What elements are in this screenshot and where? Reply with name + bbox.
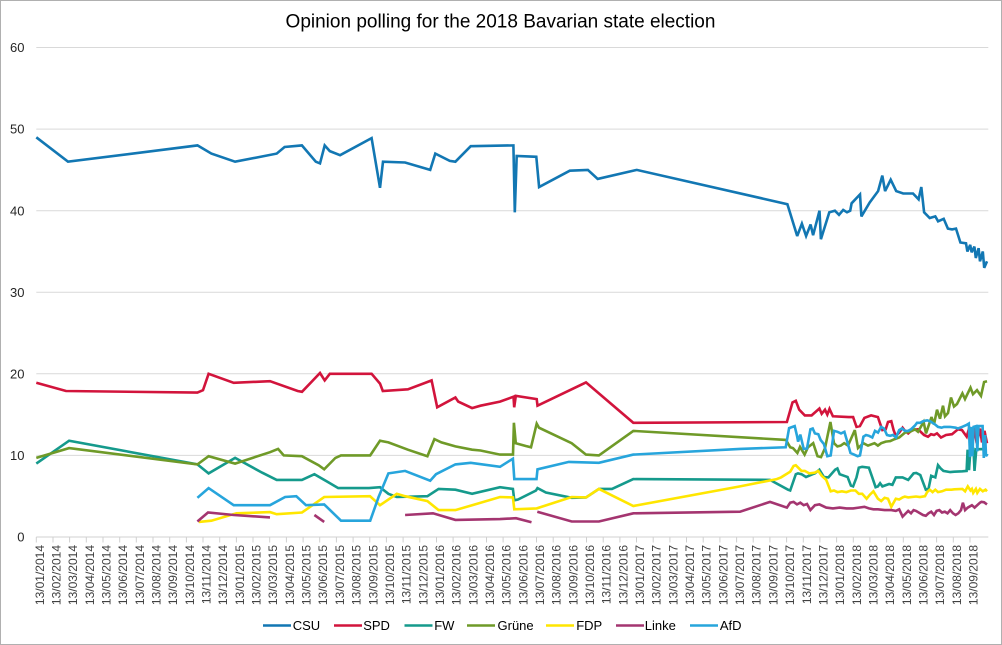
svg-text:SPD: SPD: [363, 618, 390, 633]
svg-text:13/03/2018: 13/03/2018: [866, 545, 880, 605]
svg-text:13/08/2015: 13/08/2015: [350, 545, 364, 605]
svg-text:13/10/2014: 13/10/2014: [183, 545, 197, 605]
svg-text:13/01/2017: 13/01/2017: [633, 545, 647, 605]
svg-text:13/03/2014: 13/03/2014: [66, 545, 80, 605]
svg-text:13/10/2016: 13/10/2016: [583, 545, 597, 605]
svg-text:13/09/2014: 13/09/2014: [166, 545, 180, 605]
svg-text:13/06/2014: 13/06/2014: [116, 545, 130, 605]
svg-text:13/06/2017: 13/06/2017: [716, 545, 730, 605]
svg-text:13/08/2018: 13/08/2018: [950, 545, 964, 605]
svg-text:13/04/2014: 13/04/2014: [83, 545, 97, 605]
svg-text:13/11/2016: 13/11/2016: [600, 545, 614, 604]
svg-text:Linke: Linke: [645, 618, 676, 633]
svg-text:13/07/2016: 13/07/2016: [533, 545, 547, 605]
svg-text:20: 20: [10, 366, 24, 381]
svg-text:10: 10: [10, 448, 24, 463]
svg-text:13/09/2017: 13/09/2017: [766, 545, 780, 605]
svg-text:Grüne: Grüne: [498, 618, 534, 633]
svg-text:13/05/2016: 13/05/2016: [500, 545, 514, 605]
svg-text:13/08/2014: 13/08/2014: [150, 545, 164, 605]
svg-text:13/12/2014: 13/12/2014: [216, 545, 230, 605]
svg-text:13/03/2016: 13/03/2016: [466, 545, 480, 605]
svg-text:13/08/2017: 13/08/2017: [750, 545, 764, 605]
svg-text:13/10/2017: 13/10/2017: [783, 545, 797, 605]
svg-text:13/04/2016: 13/04/2016: [483, 545, 497, 605]
svg-text:13/01/2014: 13/01/2014: [33, 545, 47, 605]
svg-text:13/03/2015: 13/03/2015: [266, 545, 280, 605]
svg-text:13/11/2014: 13/11/2014: [200, 545, 214, 604]
svg-text:13/10/2015: 13/10/2015: [383, 545, 397, 605]
svg-text:13/12/2015: 13/12/2015: [416, 545, 430, 605]
svg-text:13/02/2018: 13/02/2018: [850, 545, 864, 605]
svg-text:13/06/2016: 13/06/2016: [516, 545, 530, 605]
svg-text:13/05/2017: 13/05/2017: [700, 545, 714, 605]
svg-text:FW: FW: [434, 618, 455, 633]
svg-text:13/12/2016: 13/12/2016: [616, 545, 630, 605]
svg-text:CSU: CSU: [293, 618, 320, 633]
svg-text:13/04/2015: 13/04/2015: [283, 545, 297, 605]
svg-text:13/03/2017: 13/03/2017: [666, 545, 680, 605]
svg-text:13/05/2014: 13/05/2014: [100, 545, 114, 605]
svg-text:13/05/2015: 13/05/2015: [300, 545, 314, 605]
svg-text:13/06/2015: 13/06/2015: [316, 545, 330, 605]
svg-text:13/01/2016: 13/01/2016: [433, 545, 447, 605]
svg-text:13/01/2018: 13/01/2018: [833, 545, 847, 605]
svg-text:13/09/2016: 13/09/2016: [566, 545, 580, 605]
svg-text:13/11/2017: 13/11/2017: [800, 545, 814, 604]
svg-text:13/02/2014: 13/02/2014: [50, 545, 64, 605]
svg-text:60: 60: [10, 40, 24, 55]
svg-text:13/07/2015: 13/07/2015: [333, 545, 347, 605]
svg-text:13/09/2015: 13/09/2015: [366, 545, 380, 605]
svg-text:13/07/2014: 13/07/2014: [133, 545, 147, 605]
svg-text:13/07/2017: 13/07/2017: [733, 545, 747, 605]
svg-text:13/02/2016: 13/02/2016: [450, 545, 464, 605]
svg-text:13/04/2018: 13/04/2018: [883, 545, 897, 605]
svg-text:13/06/2018: 13/06/2018: [917, 545, 931, 605]
svg-text:0: 0: [17, 530, 24, 545]
svg-text:13/12/2017: 13/12/2017: [816, 545, 830, 605]
svg-text:13/02/2017: 13/02/2017: [650, 545, 664, 605]
svg-text:13/11/2015: 13/11/2015: [400, 545, 414, 604]
svg-text:13/01/2015: 13/01/2015: [233, 545, 247, 605]
svg-text:13/07/2018: 13/07/2018: [933, 545, 947, 605]
svg-text:FDP: FDP: [576, 618, 602, 633]
svg-text:40: 40: [10, 203, 24, 218]
svg-text:AfD: AfD: [720, 618, 742, 633]
svg-text:50: 50: [10, 122, 24, 137]
svg-text:13/08/2016: 13/08/2016: [550, 545, 564, 605]
svg-text:Opinion polling for the 2018 B: Opinion polling for the 2018 Bavarian st…: [286, 12, 716, 33]
svg-text:13/09/2018: 13/09/2018: [967, 545, 981, 605]
svg-text:13/04/2017: 13/04/2017: [683, 545, 697, 605]
svg-text:13/02/2015: 13/02/2015: [250, 545, 264, 605]
svg-text:13/05/2018: 13/05/2018: [900, 545, 914, 605]
svg-text:30: 30: [10, 285, 24, 300]
